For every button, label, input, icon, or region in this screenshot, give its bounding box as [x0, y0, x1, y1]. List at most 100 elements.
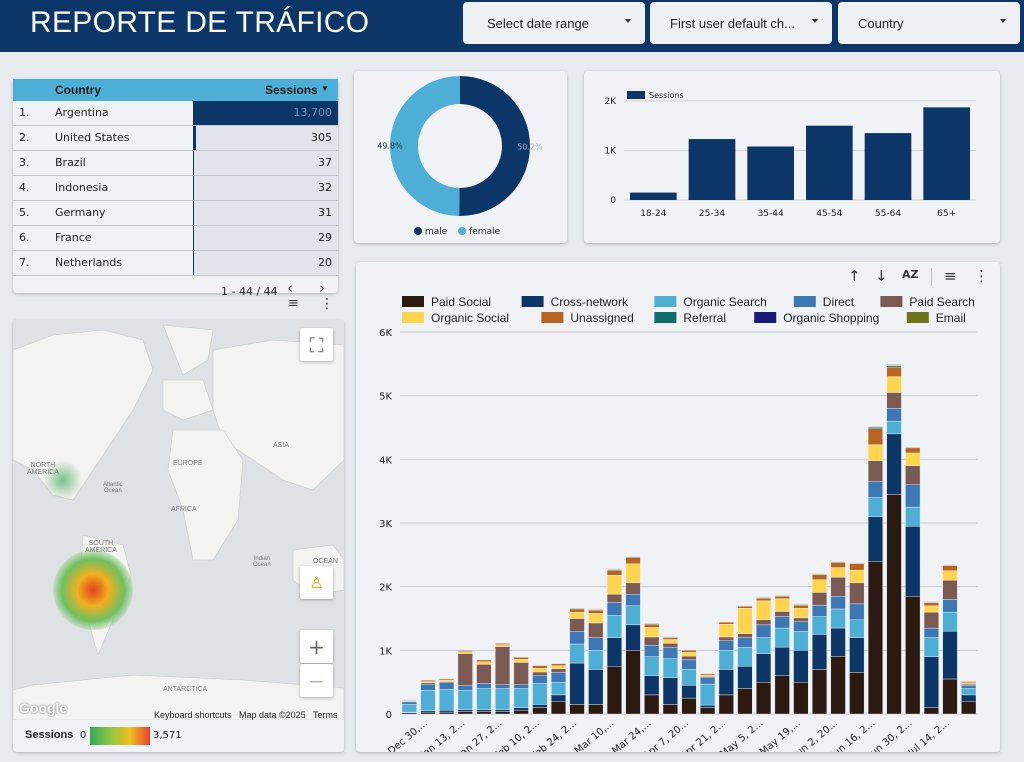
- stack-segment: [476, 688, 492, 710]
- stack-segment: [849, 619, 865, 638]
- label-ocean: OCEAN: [313, 558, 338, 565]
- stack-segment: [867, 561, 883, 715]
- stack-segment: [550, 663, 567, 666]
- y-tick-label: 3K: [379, 519, 392, 530]
- stack-segment: [849, 637, 865, 673]
- x-tick-label: May 19,...: [758, 718, 803, 752]
- stack-segment: [737, 646, 753, 667]
- stack-segment: [569, 618, 585, 632]
- keyboard-shortcuts-link[interactable]: Keyboard shortcuts: [154, 710, 232, 720]
- table-row[interactable]: 5. Germany 31: [13, 201, 338, 226]
- table-row[interactable]: 3. Brazil 37: [13, 151, 338, 176]
- sort-desc-icon[interactable]: ▼: [321, 84, 329, 93]
- stack-segment: [625, 582, 641, 595]
- sort-asc-icon[interactable]: ↑: [848, 267, 861, 285]
- label-indian: Indian Ocean: [253, 556, 271, 568]
- row-country: United States: [55, 131, 130, 144]
- donut-slice-male: [459, 76, 530, 217]
- street-view-icon[interactable]: ♙: [300, 566, 333, 599]
- stack-segment: [867, 497, 883, 517]
- more-options-icon[interactable]: ⋮: [974, 267, 989, 285]
- stack-segment: [849, 569, 865, 584]
- stack-segment: [588, 610, 604, 614]
- sort-desc-icon[interactable]: ↓: [875, 267, 888, 285]
- stack-segment: [700, 707, 716, 715]
- row-index: 7.: [19, 256, 30, 269]
- stack-segment: [606, 569, 622, 576]
- more-options-icon[interactable]: ⋮: [320, 296, 334, 312]
- stack-segment: [718, 622, 734, 625]
- country-filter[interactable]: Country: [838, 2, 1020, 44]
- stack-segment: [849, 603, 865, 620]
- stack-segment: [830, 627, 846, 657]
- row-sessions: 305: [311, 131, 332, 144]
- row-country: Indonesia: [55, 181, 109, 194]
- filter-icon[interactable]: ≡: [944, 267, 957, 285]
- row-sessions: 32: [318, 181, 332, 194]
- sort-az-icon[interactable]: AZ: [902, 268, 919, 281]
- stack-segment: [532, 667, 548, 673]
- age-bar-card: Sessions 0 1K 2K 18-24 25-34 35-44 45-54 55-64 65…: [584, 71, 1000, 243]
- filter-icon[interactable]: ≡: [288, 296, 299, 311]
- stack-segment: [700, 677, 716, 685]
- table-row[interactable]: 6. France 29: [13, 226, 338, 251]
- legend-swatch: [402, 296, 424, 307]
- table-row[interactable]: 2. United States 305: [13, 126, 338, 151]
- x-tick-label: Mar 10,...: [573, 718, 616, 752]
- x-tick-label: 55-64: [875, 209, 901, 219]
- country-filter-label: Country: [858, 15, 904, 31]
- stack-segment: [495, 709, 511, 712]
- row-bar-fill: [193, 101, 338, 125]
- legend-label-sessions: Sessions: [649, 91, 684, 100]
- zoom-in-icon[interactable]: +: [300, 630, 333, 663]
- stack-segment: [867, 426, 883, 428]
- col-country-header[interactable]: Country: [55, 83, 101, 97]
- row-sessions: 20: [318, 256, 332, 269]
- x-tick-label: Mar 24,...: [610, 718, 653, 752]
- map-legend-gradient: [90, 727, 150, 745]
- stack-segment: [886, 366, 902, 377]
- next-page-icon[interactable]: ›: [319, 279, 325, 297]
- stack-segment: [849, 563, 865, 571]
- legend-label: Unassigned: [570, 311, 633, 325]
- stack-segment: [867, 516, 883, 562]
- stack-segment: [588, 622, 604, 638]
- map-legend-min: 0: [80, 730, 87, 741]
- date-range-selector[interactable]: Select date range: [463, 2, 645, 44]
- stack-segment: [811, 574, 828, 580]
- table-row[interactable]: 1. Argentina 13,700: [13, 101, 338, 126]
- stack-segment: [569, 608, 585, 613]
- stack-segment: [886, 392, 902, 409]
- stack-segment: [718, 640, 734, 651]
- legend-label: Organic Social: [431, 311, 509, 325]
- stack-segment: [513, 684, 529, 689]
- donut-value-label: 49.8%: [377, 142, 403, 151]
- table-row[interactable]: 4. Indonesia 32: [13, 176, 338, 201]
- prev-page-icon[interactable]: ‹: [287, 279, 293, 297]
- y-tick-label: 1K: [604, 146, 617, 156]
- stack-segment: [550, 672, 567, 683]
- col-sessions-header[interactable]: Sessions: [265, 83, 318, 97]
- stack-segment: [737, 688, 753, 715]
- zoom-out-icon[interactable]: −: [300, 664, 333, 697]
- table-row[interactable]: 7. Netherlands 20: [13, 251, 338, 276]
- stack-segment: [550, 701, 567, 715]
- fullscreen-icon[interactable]: ⛶: [300, 328, 333, 361]
- stack-segment: [625, 650, 641, 715]
- country-table: Country Sessions ▼ 1. Argentina 13,700 2. Un…: [13, 79, 338, 298]
- heatmap-hotspot: [53, 550, 133, 630]
- world-map[interactable]: NORTH AMERICA EUROPE ASIA AFRICA SOUTH A…: [13, 320, 344, 720]
- stack-segment: [774, 646, 790, 676]
- stack-segment: [681, 652, 697, 657]
- stack-segment: [550, 668, 567, 673]
- stack-segment: [439, 709, 455, 713]
- map-land-svg: [13, 324, 344, 720]
- stack-segment: [737, 608, 753, 634]
- stack-segment: [513, 688, 529, 708]
- legend-label: Email: [936, 311, 966, 325]
- channel-filter[interactable]: First user default ch...: [650, 2, 832, 44]
- stack-segment: [420, 683, 436, 691]
- terms-link[interactable]: Terms: [313, 710, 338, 720]
- toolbar-divider: [931, 268, 932, 286]
- stack-segment: [774, 611, 790, 617]
